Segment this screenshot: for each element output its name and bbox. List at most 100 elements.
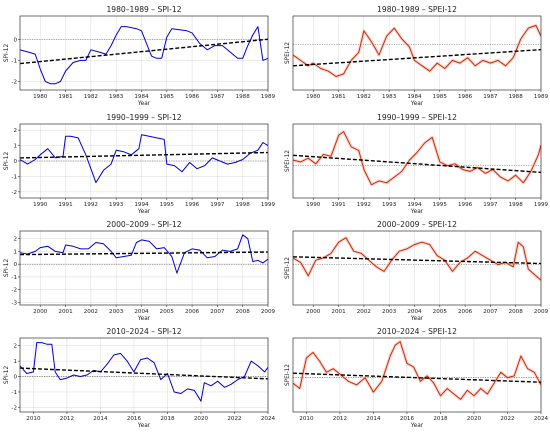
y-tick-label: 1 — [13, 249, 17, 255]
plot-frame — [19, 337, 269, 413]
trend-line — [20, 38, 268, 65]
y-tick-label: -2 — [11, 288, 17, 294]
x-tick-label: 2006 — [185, 309, 200, 315]
y-tick-label: -1 — [11, 174, 17, 180]
series-halo — [293, 23, 541, 79]
y-tick-label: 1 — [13, 144, 17, 150]
x-tick-label: 1981 — [58, 94, 73, 100]
x-tick-label: 1983 — [382, 94, 397, 100]
x-axis-label: Year — [410, 209, 424, 215]
x-tick-label: 2004 — [134, 309, 149, 315]
x-tick-label: 2012 — [60, 416, 74, 422]
x-tick-label: 2022 — [227, 416, 241, 422]
y-axis-label: SPI-12 — [4, 259, 10, 278]
x-tick-label: 1980 — [306, 94, 321, 100]
x-tick-label: 2009 — [534, 309, 549, 315]
x-tick-label: 1992 — [357, 202, 371, 208]
x-tick-label: 1993 — [109, 202, 124, 208]
plot-frame — [292, 230, 542, 306]
x-tick-label: 1996 — [185, 202, 200, 208]
x-tick-label: 2012 — [333, 416, 347, 422]
y-tick-label: -2 — [11, 190, 17, 196]
x-tick-label: 2010 — [26, 416, 41, 422]
trend-line — [20, 367, 268, 380]
x-tick-label: 2016 — [400, 416, 415, 422]
y-tick-label: 0 — [13, 159, 17, 165]
x-tick-label: 2007 — [483, 309, 498, 315]
x-tick-label: 2005 — [433, 309, 448, 315]
plot-frame — [292, 123, 542, 199]
panel-title: 2000–2009 – SPI-12 — [106, 220, 181, 229]
x-tick-label: 2009 — [261, 309, 276, 315]
plot-frame — [19, 123, 269, 199]
x-tick-label: 2000 — [33, 309, 48, 315]
y-tick-label: 1 — [13, 359, 17, 365]
series-line — [20, 234, 268, 274]
x-tick-label: 2005 — [160, 309, 175, 315]
x-tick-label: 1982 — [357, 94, 371, 100]
y-tick-label: 0 — [13, 262, 17, 268]
x-tick-label: 2020 — [467, 416, 482, 422]
y-axis-label: SPI-12 — [4, 366, 10, 385]
x-tick-label: 1983 — [109, 94, 124, 100]
x-tick-label: 1987 — [483, 94, 498, 100]
x-tick-label: 2002 — [84, 309, 98, 315]
x-tick-label: 1999 — [261, 202, 276, 208]
x-tick-label: 1989 — [534, 94, 549, 100]
x-tick-label: 1984 — [407, 94, 422, 100]
x-tick-label: 1990 — [306, 202, 321, 208]
x-tick-label: 2006 — [458, 309, 473, 315]
x-tick-label: 1981 — [331, 94, 346, 100]
panel-2: 1980–1989 – SPEI-12 1980 1981 1982 1983 1984 1… — [285, 5, 549, 107]
y-tick-label: -1 — [11, 390, 17, 396]
panel-title: 1980–1989 – SPEI-12 — [377, 5, 457, 14]
x-tick-label: 1995 — [160, 202, 175, 208]
panel-8: 2010–2024 – SPEI-12 2010 2012 2014 2016 2018 2… — [285, 327, 549, 429]
panel-title: 1990–1999 – SPEI-12 — [377, 113, 457, 122]
panel-3: 1990–1999 – SPI-12 1990 1991 1992 1993 1994 19… — [4, 113, 276, 215]
x-tick-label: 1998 — [236, 202, 251, 208]
x-tick-label: 1990 — [33, 202, 48, 208]
x-tick-label: 1993 — [382, 202, 397, 208]
x-tick-label: 2024 — [534, 416, 549, 422]
trend-line — [293, 372, 541, 383]
x-axis-label: Year — [410, 101, 424, 107]
plot-frame — [292, 15, 542, 91]
y-axis-label: SPEI-12 — [285, 150, 291, 172]
series-line — [20, 342, 268, 402]
x-tick-label: 1988 — [236, 94, 251, 100]
x-tick-label: 1985 — [160, 94, 175, 100]
panel-1: 1980–1989 – SPI-12 1980 1981 1982 1983 1984 19… — [4, 5, 276, 107]
y-axis-label: SPEI-12 — [285, 364, 291, 386]
x-tick-label: 1980 — [33, 94, 48, 100]
trend-line — [293, 154, 541, 174]
x-tick-label: 1982 — [84, 94, 98, 100]
x-tick-label: 2018 — [433, 416, 448, 422]
y-tick-label: -1 — [11, 58, 17, 64]
y-tick-label: 2 — [13, 128, 17, 134]
panel-title: 1980–1989 – SPI-12 — [106, 5, 181, 14]
x-tick-label: 2010 — [299, 416, 314, 422]
x-tick-label: 2002 — [357, 309, 371, 315]
panel-title: 2010–2024 – SPI-12 — [106, 327, 181, 336]
series-line — [20, 26, 268, 85]
series-line — [293, 24, 541, 77]
y-tick-label: -2 — [11, 80, 17, 86]
y-tick-label: -2 — [11, 405, 17, 411]
x-tick-label: 1997 — [210, 202, 225, 208]
x-tick-label: 1994 — [407, 202, 422, 208]
x-tick-label: 1989 — [261, 94, 276, 100]
x-tick-label: 1987 — [210, 94, 225, 100]
x-tick-label: 1994 — [134, 202, 149, 208]
x-tick-label: 1985 — [433, 94, 448, 100]
y-tick-label: 0 — [13, 375, 17, 381]
x-tick-label: 1992 — [84, 202, 98, 208]
x-tick-label: 2001 — [331, 309, 346, 315]
x-tick-label: 1996 — [458, 202, 473, 208]
series-line — [293, 131, 541, 186]
trend-line — [293, 256, 541, 265]
x-tick-label: 2022 — [500, 416, 514, 422]
